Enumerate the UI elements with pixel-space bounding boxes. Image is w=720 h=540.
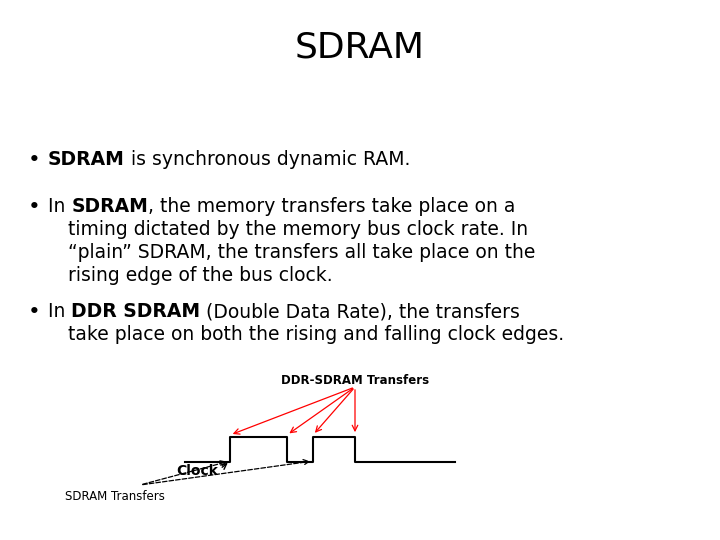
Text: , the memory transfers take place on a: , the memory transfers take place on a <box>148 197 516 216</box>
Text: In: In <box>48 197 71 216</box>
Text: SDRAM Transfers: SDRAM Transfers <box>65 490 165 503</box>
Text: SDRAM: SDRAM <box>71 197 148 216</box>
Text: rising edge of the bus clock.: rising edge of the bus clock. <box>68 266 333 285</box>
Text: •: • <box>28 150 41 170</box>
Text: (Double Data Rate), the transfers: (Double Data Rate), the transfers <box>200 302 521 321</box>
Text: timing dictated by the memory bus clock rate. In: timing dictated by the memory bus clock … <box>68 220 528 239</box>
Text: is synchronous dynamic RAM.: is synchronous dynamic RAM. <box>125 150 410 169</box>
Text: “plain” SDRAM, the transfers all take place on the: “plain” SDRAM, the transfers all take pl… <box>68 243 536 262</box>
Text: take place on both the rising and falling clock edges.: take place on both the rising and fallin… <box>68 325 564 344</box>
Text: Clock: Clock <box>176 464 218 478</box>
Text: In: In <box>48 302 71 321</box>
Text: •: • <box>28 197 41 217</box>
Text: SDRAM: SDRAM <box>295 30 425 64</box>
Text: DDR-SDRAM Transfers: DDR-SDRAM Transfers <box>281 374 429 387</box>
Text: •: • <box>28 302 41 322</box>
Text: SDRAM: SDRAM <box>48 150 125 169</box>
Text: DDR SDRAM: DDR SDRAM <box>71 302 200 321</box>
